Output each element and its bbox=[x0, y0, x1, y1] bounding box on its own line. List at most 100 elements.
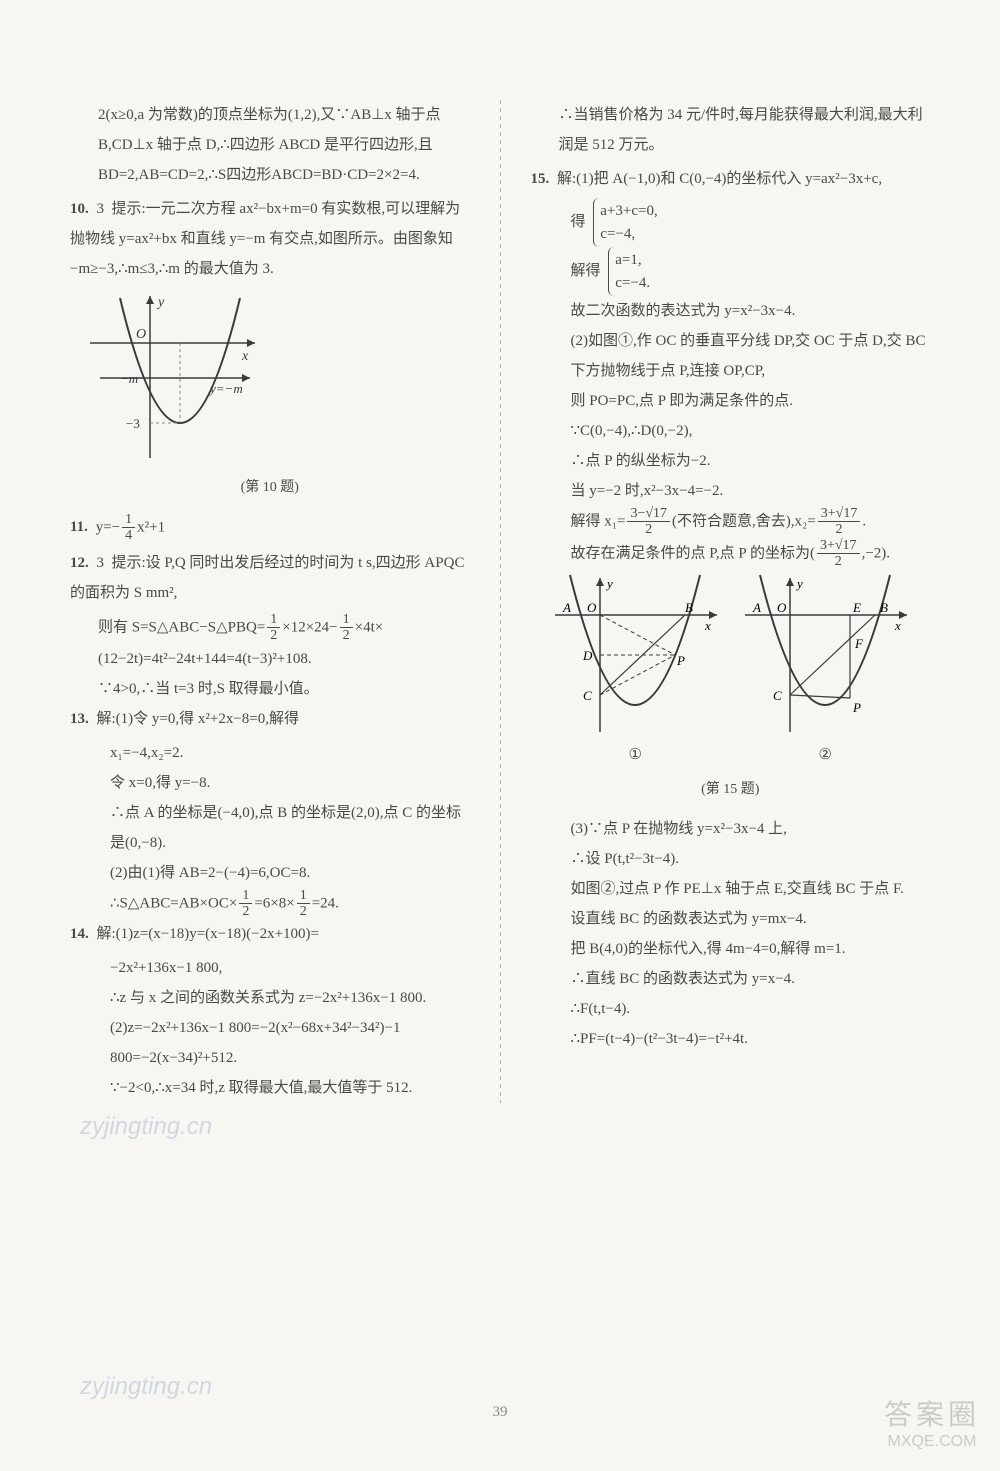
q15-18: ∴F(t,t−4). bbox=[531, 994, 931, 1024]
q12-answer: 3 bbox=[97, 555, 105, 571]
f: 3+√17 bbox=[817, 538, 860, 554]
q15-6: 则 PO=PC,点 P 即为满足条件的点. bbox=[531, 386, 931, 416]
q14-number: 14. bbox=[70, 926, 89, 942]
q15-10: 解得 x₁=3−√172(不符合题意,舍去),x₂=3+√172. bbox=[531, 506, 931, 538]
q15-16: 把 B(4,0)的坐标代入,得 4m−4=0,解得 m=1. bbox=[531, 934, 931, 964]
q15-19: ∴PF=(t−4)−(t²−3t−4)=−t²+4t. bbox=[531, 1024, 931, 1054]
figure-10-label: (第 10 题) bbox=[70, 474, 470, 502]
watermark-br-bottom: MXQE.COM bbox=[884, 1433, 980, 1451]
q13-1: 解:(1)令 y=0,得 x²+2x−8=0,解得 bbox=[97, 711, 300, 727]
watermark-1: zyjingting.cn bbox=[80, 1113, 212, 1141]
q15-2: 得 a+3+c=0, c=−4, bbox=[531, 198, 931, 247]
q10-answer: 3 bbox=[97, 201, 105, 217]
q13-2: x₁=−4,x₂=2. bbox=[70, 738, 470, 768]
q12-l2c: ×4t× bbox=[355, 619, 384, 635]
q14-4: (2)z=−2x²+136x−1 800=−2(x²−68x+34²−34²)−… bbox=[70, 1013, 470, 1073]
svg-text:P: P bbox=[676, 653, 685, 668]
brace-2: a=1, c=−4. bbox=[608, 247, 650, 296]
q11-answer-pre: y=− bbox=[96, 519, 120, 535]
q12-number: 12. bbox=[70, 555, 89, 571]
q15: 15. 解:(1)把 A(−1,0)和 C(0,−4)的坐标代入 y=ax²−3… bbox=[531, 164, 931, 194]
q13-number: 13. bbox=[70, 711, 89, 727]
q13: 13. 解:(1)令 y=0,得 x²+2x−8=0,解得 bbox=[70, 704, 470, 734]
q15-15: 设直线 BC 的函数表达式为 y=mx−4. bbox=[531, 904, 931, 934]
svg-text:x: x bbox=[704, 618, 711, 633]
svg-text:x: x bbox=[241, 349, 249, 364]
f: 2 bbox=[267, 628, 280, 643]
f: 2 bbox=[627, 522, 670, 537]
f: 3+√17 bbox=[818, 506, 861, 522]
svg-text:x: x bbox=[894, 618, 901, 633]
q13-5: (2)由(1)得 AB=2−(−4)=6,OC=8. bbox=[70, 858, 470, 888]
f: 3−√17 bbox=[627, 506, 670, 522]
brace-1: a+3+c=0, c=−4, bbox=[593, 198, 657, 247]
svg-text:P: P bbox=[852, 700, 861, 715]
svg-text:y=−m: y=−m bbox=[208, 381, 243, 396]
svg-text:y: y bbox=[605, 576, 613, 591]
q15-2t: 得 bbox=[571, 214, 586, 230]
q15-4: 故二次函数的表达式为 y=x²−3x−4. bbox=[531, 296, 931, 326]
svg-text:A: A bbox=[562, 600, 571, 615]
q15-11: 故存在满足条件的点 P,点 P 的坐标为(3+√172,−2). bbox=[531, 538, 931, 570]
q14-5: ∵−2<0,∴x=34 时,z 取得最大值,最大值等于 512. bbox=[70, 1073, 470, 1103]
q15-11b: ,−2). bbox=[862, 545, 890, 561]
fig15-c2: ② bbox=[735, 740, 915, 770]
q15-9: 当 y=−2 时,x²−3x−4=−2. bbox=[531, 476, 931, 506]
svg-text:−3: −3 bbox=[126, 416, 140, 431]
f: 1 bbox=[340, 612, 353, 628]
q13-6b: =6×8× bbox=[254, 895, 294, 911]
brace-2-l1: a=1, bbox=[615, 252, 641, 268]
q10-hint: 提示:一元二次方程 ax²−bx+m=0 有实数根,可以理解为抛物线 y=ax²… bbox=[70, 201, 460, 277]
svg-text:F: F bbox=[854, 636, 864, 651]
brace-2-l2: c=−4. bbox=[615, 275, 650, 291]
q13-6a: ∴S△ABC=AB×OC× bbox=[110, 895, 237, 911]
q11-number: 11. bbox=[70, 519, 88, 535]
q12-line4: ∵4>0,∴当 t=3 时,S 取得最小值。 bbox=[70, 674, 470, 704]
q12-line3: (12−2t)=4t²−24t+144=4(t−3)²+108. bbox=[70, 644, 470, 674]
q14-1: 解:(1)z=(x−18)y=(x−18)(−2x+100)= bbox=[97, 926, 320, 942]
q15-10b: (不符合题意,舍去),x₂= bbox=[672, 513, 816, 529]
f: 1 bbox=[297, 888, 310, 904]
q11-frac-num: 1 bbox=[122, 512, 135, 528]
q12-line2: 则有 S=S△ABC−S△PBQ=12×12×24−12×4t× bbox=[70, 612, 470, 644]
q11-answer-post: x²+1 bbox=[137, 519, 165, 535]
q15-7: ∵C(0,−4),∴D(0,−2), bbox=[531, 416, 931, 446]
column-divider bbox=[500, 100, 501, 1103]
f: 2 bbox=[297, 904, 310, 919]
q12: 12. 3 提示:设 P,Q 同时出发后经过的时间为 t s,四边形 APQC … bbox=[70, 548, 470, 608]
q13-6: ∴S△ABC=AB×OC×12=6×8×12=24. bbox=[70, 888, 470, 920]
q11-frac-den: 4 bbox=[122, 528, 135, 543]
f: 2 bbox=[340, 628, 353, 643]
f: 2 bbox=[818, 522, 861, 537]
q14: 14. 解:(1)z=(x−18)y=(x−18)(−2x+100)= bbox=[70, 919, 470, 949]
q11: 11. y=−14x²+1 bbox=[70, 512, 470, 544]
figure-10-svg: O x y y=−m −m −3 bbox=[70, 288, 270, 468]
q15-3t: 解得 bbox=[571, 263, 601, 279]
q14-continuation: ∴当销售价格为 34 元/件时,每月能获得最大利润,最大利润是 512 万元。 bbox=[531, 100, 931, 160]
svg-text:O: O bbox=[136, 327, 146, 342]
page-number: 39 bbox=[0, 1404, 1000, 1421]
figure-15: y x O A B D C P y bbox=[531, 570, 931, 740]
q15-10a: 解得 x₁= bbox=[571, 513, 626, 529]
q15-3: 解得 a=1, c=−4. bbox=[531, 247, 931, 296]
brace-1-l1: a+3+c=0, bbox=[600, 203, 657, 219]
f: 2 bbox=[239, 904, 252, 919]
svg-text:A: A bbox=[752, 600, 761, 615]
q15-8: ∴点 P 的纵坐标为−2. bbox=[531, 446, 931, 476]
svg-text:C: C bbox=[583, 688, 592, 703]
q15-5: (2)如图①,作 OC 的垂直平分线 DP,交 OC 于点 D,交 BC 下方抛… bbox=[531, 326, 931, 386]
figure-15-1-svg: y x O A B D C P bbox=[545, 570, 725, 740]
q13-6c: =24. bbox=[312, 895, 339, 911]
f: 1 bbox=[267, 612, 280, 628]
q10: 10. 3 提示:一元二次方程 ax²−bx+m=0 有实数根,可以理解为抛物线… bbox=[70, 194, 470, 284]
figure-15-2-svg: y x O A B E F C P bbox=[735, 570, 915, 740]
q15-11a: 故存在满足条件的点 P,点 P 的坐标为( bbox=[571, 545, 815, 561]
svg-text:O: O bbox=[777, 600, 787, 615]
brace-1-l2: c=−4, bbox=[600, 226, 635, 242]
q15-10c: . bbox=[862, 513, 866, 529]
q13-3: 令 x=0,得 y=−8. bbox=[70, 768, 470, 798]
svg-text:D: D bbox=[582, 648, 593, 663]
q14-3: ∴z 与 x 之间的函数关系式为 z=−2x²+136x−1 800. bbox=[70, 983, 470, 1013]
f: 2 bbox=[817, 554, 860, 569]
q12-l2b: ×12×24− bbox=[282, 619, 337, 635]
